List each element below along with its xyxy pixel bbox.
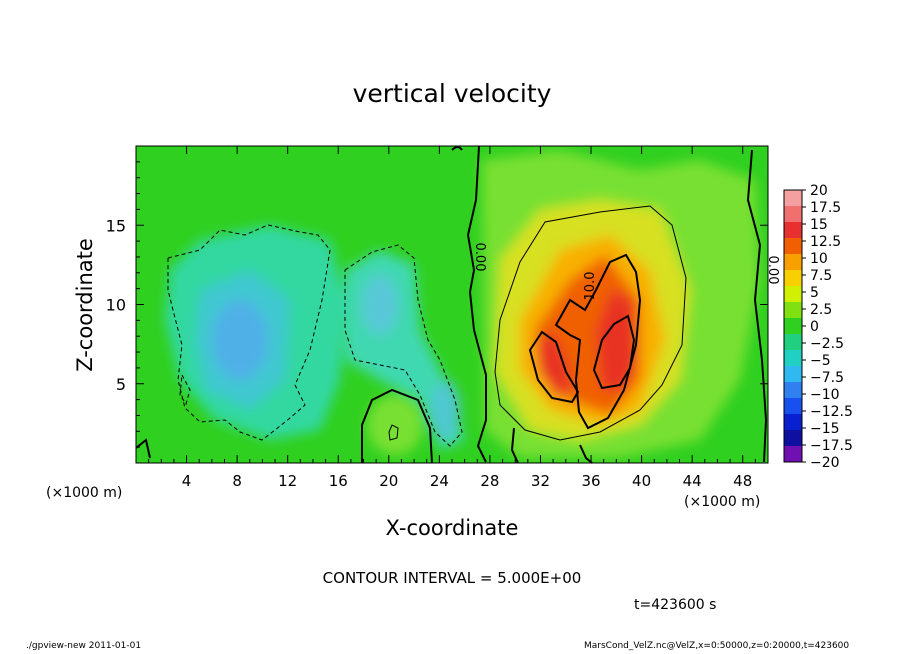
x-tick-label: 32: [531, 472, 550, 490]
colorbar-swatch: [784, 190, 802, 207]
y-tick-marks: [136, 161, 768, 448]
colorbar-swatch: [784, 382, 802, 399]
colorbar-swatch: [784, 206, 802, 223]
colorbar-swatch: [784, 238, 802, 255]
colorbar-label: 20: [810, 183, 828, 199]
x-tick-label: 24: [430, 472, 449, 490]
x-tick-marks: [148, 146, 756, 463]
x-unit-left: (×1000 m): [46, 485, 122, 501]
colorbar-label: 0: [810, 319, 819, 335]
x-tick-label: 40: [632, 472, 651, 490]
contour-interval-text: CONTOUR INTERVAL = 5.000E+00: [323, 569, 582, 587]
x-tick-label: 12: [278, 472, 297, 490]
colorbar-label: −17.5: [810, 438, 853, 454]
colorbar-label: −15: [810, 421, 840, 437]
x-tick-label: 20: [379, 472, 398, 490]
colorbar-swatch: [784, 270, 802, 287]
heatmap-fill: [165, 150, 760, 458]
footer-left: ./gpview-new 2011-01-01: [26, 641, 142, 651]
x-tick-label: 44: [683, 472, 702, 490]
x-axis-label: X-coordinate: [386, 516, 519, 540]
y-tick-label: 10: [106, 296, 126, 315]
colorbar-label: 17.5: [810, 200, 841, 216]
x-tick-labels: 4 8 12 16 20 24 28 32 36 40 44 48: [182, 472, 752, 490]
colorbar-swatch: [784, 430, 802, 447]
colorbar-label: 15: [810, 217, 828, 233]
colorbar-label: −20: [810, 455, 840, 471]
x-tick-label: 8: [232, 472, 242, 490]
colorbar-swatch: [784, 222, 802, 239]
colorbar-swatch: [784, 350, 802, 367]
colorbar-swatch: [784, 318, 802, 335]
y-tick-labels: 5 10 15: [106, 216, 126, 394]
thick-contours: [135, 145, 768, 464]
colorbar-label: 2.5: [810, 302, 832, 318]
colorbar-label: −2.5: [810, 336, 844, 352]
x-tick-label: 28: [480, 472, 499, 490]
positive-contours: [388, 205, 687, 441]
time-label: t=423600 s: [634, 597, 716, 613]
colorbar-label: −12.5: [810, 404, 853, 420]
colorbar-label: −5: [810, 353, 831, 369]
colorbar: 2017.51512.5107.552.50−2.5−5−7.5−10−12.5…: [783, 183, 853, 471]
colorbar-label: −7.5: [810, 370, 844, 386]
x-tick-label: 48: [733, 472, 752, 490]
y-tick-label: 15: [106, 216, 126, 235]
contour-label: 0.00: [472, 243, 487, 272]
colorbar-label: −10: [810, 387, 840, 403]
plot-area: 0.00 10.0 0.00: [135, 145, 780, 464]
colorbar-swatch: [784, 398, 802, 415]
colorbar-label: 7.5: [810, 268, 832, 284]
colorbar-label: 10: [810, 251, 828, 267]
colorbar-swatch: [784, 302, 802, 319]
x-unit-right: (×1000 m): [684, 494, 760, 510]
x-tick-label: 36: [581, 472, 600, 490]
colorbar-swatch: [784, 286, 802, 303]
negative-contours: [167, 224, 463, 447]
colorbar-swatch: [784, 254, 802, 271]
colorbar-label: 12.5: [810, 234, 841, 250]
y-axis-label: Z-coordinate: [73, 238, 97, 372]
contour-label: 0.00: [765, 256, 780, 285]
colorbar-swatch: [784, 446, 802, 463]
chart-title: vertical velocity: [353, 79, 552, 108]
contour-label: 10.0: [583, 272, 598, 301]
colorbar-label: 5: [810, 285, 819, 301]
colorbar-swatch: [784, 334, 802, 351]
x-tick-label: 16: [329, 472, 348, 490]
colorbar-swatch: [784, 414, 802, 431]
colorbar-swatch: [784, 366, 802, 383]
footer-right: MarsCond_VelZ.nc@VelZ,x=0:50000,z=0:2000…: [584, 641, 850, 651]
y-tick-label: 5: [116, 375, 126, 394]
x-tick-label: 4: [182, 472, 192, 490]
